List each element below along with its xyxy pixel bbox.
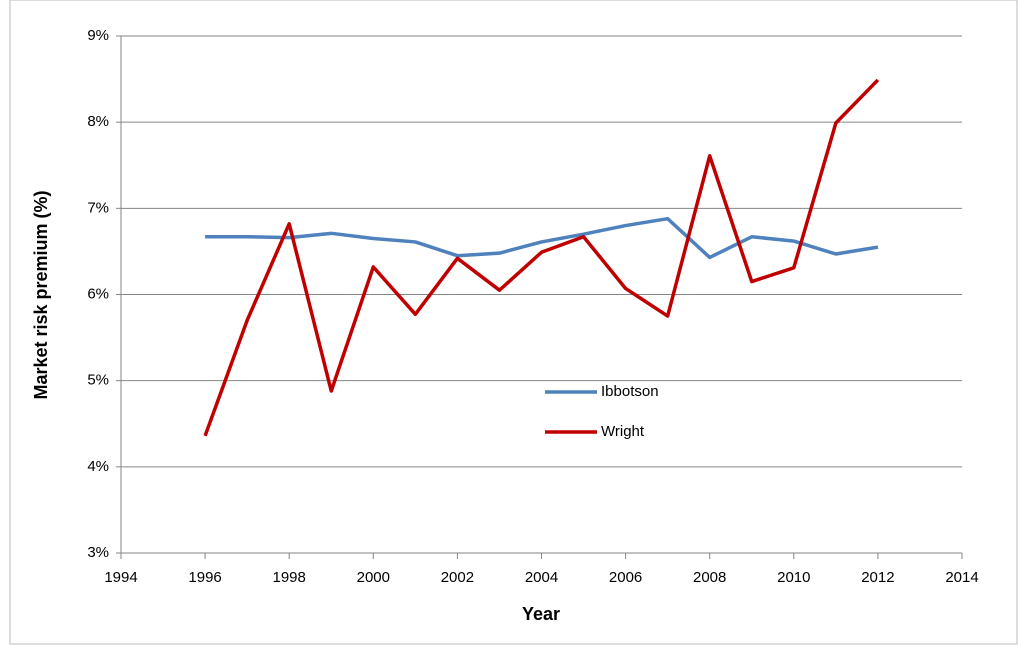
x-tick-label: 2008	[693, 569, 726, 586]
x-tick-label: 2010	[777, 569, 810, 586]
y-axis-title: Market risk premium (%)	[31, 190, 51, 399]
y-tick-label: 9%	[87, 27, 109, 44]
y-tick-label: 6%	[87, 285, 109, 302]
y-tick-label: 7%	[87, 199, 109, 216]
x-tick-label: 2014	[945, 569, 978, 586]
x-tick-label: 2002	[441, 569, 474, 586]
x-tick-label: 2006	[609, 569, 642, 586]
y-tick-label: 8%	[87, 113, 109, 130]
x-tick-label: 2012	[861, 569, 894, 586]
x-tick-label: 1996	[188, 569, 221, 586]
x-tick-label: 1994	[104, 569, 137, 586]
series-line	[205, 216, 879, 260]
chart-frame	[9, 0, 1018, 645]
x-axis-title: Year	[522, 604, 560, 624]
x-tick-label: 1998	[273, 569, 306, 586]
series-line	[203, 78, 880, 437]
y-tick-label: 5%	[87, 372, 109, 389]
legend-label: Ibbotson	[601, 383, 659, 400]
y-tick-label: 3%	[87, 544, 109, 561]
y-tick-label: 4%	[87, 458, 109, 475]
x-tick-label: 2000	[357, 569, 390, 586]
x-tick-label: 2004	[525, 569, 558, 586]
legend-label: Wright	[601, 423, 645, 440]
